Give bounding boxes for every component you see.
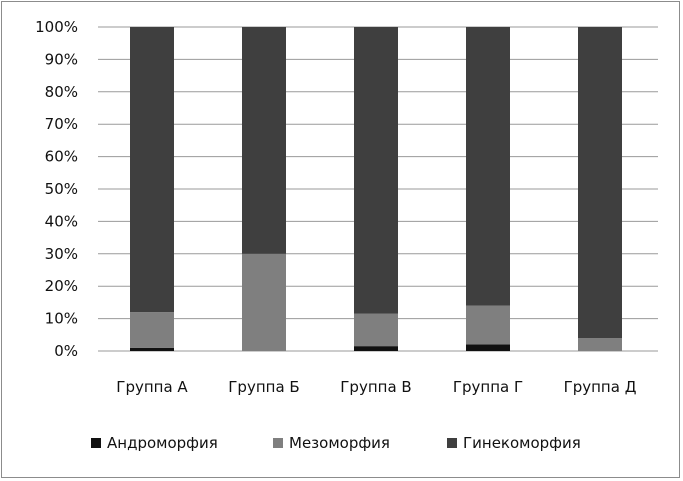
bar-Гинекоморфия-Группа Б xyxy=(242,27,286,254)
bar-Гинекоморфия-Группа Д xyxy=(578,27,622,339)
bar-Мезоморфия-Группа А xyxy=(130,312,174,348)
x-category-label: Группа А xyxy=(116,378,188,396)
y-axis-ticks: 0% 10% 20% 30% 40% 50% 60% 70% 80% 90% 100% xyxy=(35,18,78,360)
y-tick-label: 90% xyxy=(45,50,78,68)
x-category-label: Группа В xyxy=(340,378,411,396)
x-category-label: Группа Д xyxy=(564,378,637,396)
y-tick-label: 20% xyxy=(45,277,78,295)
y-tick-label: 0% xyxy=(54,342,78,360)
bar-Гинекоморфия-Группа А xyxy=(130,27,174,313)
legend-swatch-2 xyxy=(447,438,457,448)
bar-Мезоморфия-Группа Б xyxy=(242,253,286,351)
x-category-label: Группа Б xyxy=(228,378,299,396)
x-category-label: Группа Г xyxy=(453,378,523,396)
legend: Андроморфия Мезоморфия Гинекоморфия xyxy=(91,434,581,452)
y-tick-label: 10% xyxy=(45,310,78,328)
bar-Гинекоморфия-Группа В xyxy=(354,27,398,314)
legend-swatch-1 xyxy=(273,438,283,448)
x-axis-labels: Группа А Группа Б Группа В Группа Г Группа Д xyxy=(116,378,636,396)
y-tick-label: 80% xyxy=(45,83,78,101)
legend-swatch-0 xyxy=(91,438,101,448)
y-tick-label: 60% xyxy=(45,148,78,166)
bar-Мезоморфия-Группа Г xyxy=(466,305,510,345)
legend-label: Андроморфия xyxy=(107,434,218,452)
bars xyxy=(130,27,622,351)
bar-Андроморфия-Группа А xyxy=(130,347,174,351)
legend-label: Гинекоморфия xyxy=(463,434,581,452)
y-tick-label: 40% xyxy=(45,212,78,230)
bar-Гинекоморфия-Группа Г xyxy=(466,27,510,306)
y-tick-label: 30% xyxy=(45,245,78,263)
bar-Мезоморфия-Группа В xyxy=(354,313,398,347)
bar-Мезоморфия-Группа Д xyxy=(578,338,622,351)
legend-label: Мезоморфия xyxy=(289,434,390,452)
y-tick-label: 100% xyxy=(35,18,78,36)
bar-Андроморфия-Группа В xyxy=(354,346,398,351)
y-tick-label: 70% xyxy=(45,115,78,133)
bar-Андроморфия-Группа Г xyxy=(466,344,510,351)
y-tick-label: 50% xyxy=(45,180,78,198)
